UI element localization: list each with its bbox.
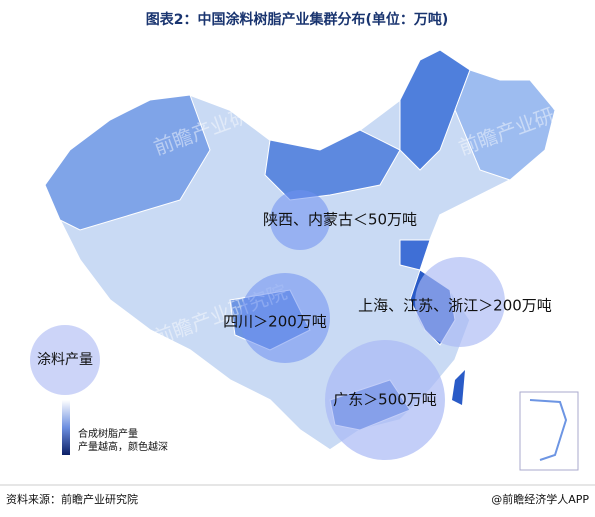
bubble	[240, 273, 330, 363]
inset-map	[519, 391, 579, 471]
legend-gradient	[62, 400, 70, 455]
legend-title: 合成树脂产量	[78, 427, 138, 440]
bubble	[270, 190, 330, 250]
bubble	[325, 340, 445, 460]
inset-outline	[529, 399, 568, 461]
cluster-label: 四川＞200万吨	[223, 313, 327, 331]
cluster-label: 陕西、内蒙古＜50万吨	[263, 211, 417, 229]
legend-bubble	[30, 325, 100, 395]
legend-bubble-label: 涂料产量	[37, 352, 93, 368]
source: 资料来源：前瞻产业研究院	[6, 492, 138, 506]
cluster-label: 广东＞500万吨	[333, 391, 437, 409]
cluster-label: 上海、江苏、浙江＞200万吨	[358, 297, 552, 315]
title: 图表2：中国涂料树脂产业集群分布(单位：万吨)	[146, 11, 449, 28]
legend-note: 产量越高，颜色越深	[78, 440, 168, 453]
brand: @前瞻经济学人APP	[491, 492, 589, 506]
bubble	[415, 257, 505, 347]
